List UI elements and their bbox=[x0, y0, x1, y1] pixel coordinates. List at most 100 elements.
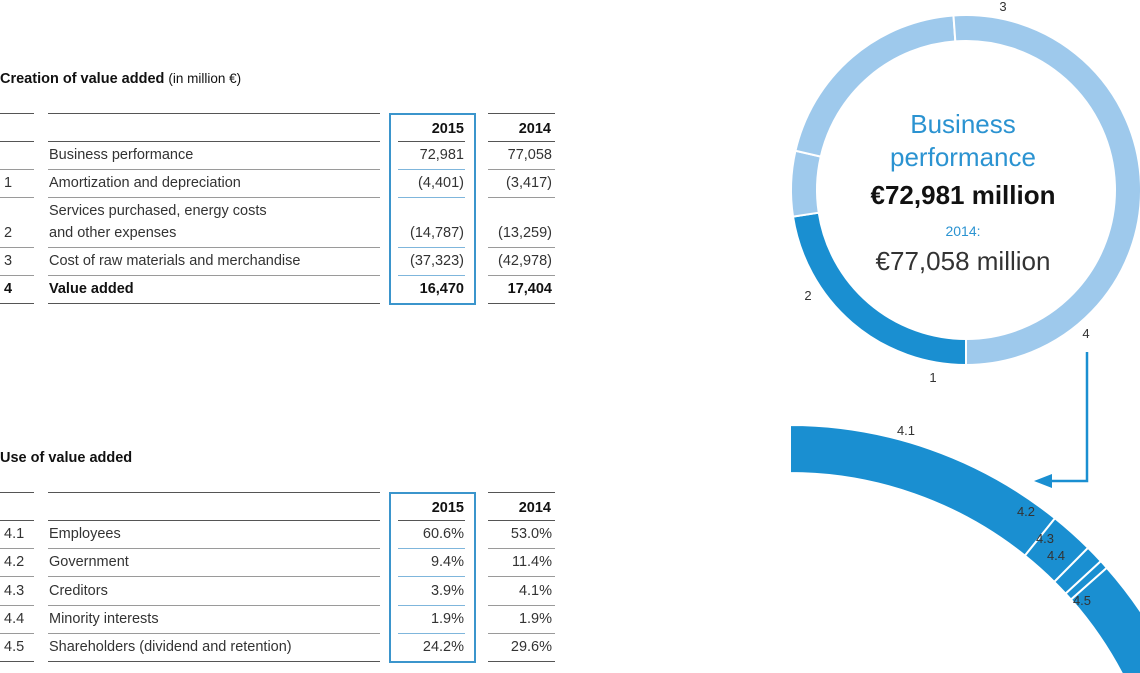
use-row-rule-label bbox=[48, 605, 380, 606]
use-row-code: 4.4 bbox=[4, 611, 25, 627]
creation-row-2014: (3,417) bbox=[506, 175, 552, 191]
use-row-rule-2014 bbox=[488, 633, 555, 634]
donut-center-text: Business performance €72,981 million 201… bbox=[871, 109, 1056, 276]
creation-row-label: Amortization and depreciation bbox=[49, 175, 241, 191]
center-line1: Business bbox=[910, 109, 1016, 139]
value-tables: 2015 2014 Business performance 72,981 77,058… bbox=[0, 0, 560, 673]
creation-row-rule-2015 bbox=[398, 303, 465, 304]
use-row-2014: 1.9% bbox=[518, 611, 552, 627]
use-row-rule-2015 bbox=[398, 605, 465, 606]
use-row-rule-2015 bbox=[398, 661, 465, 662]
value-added-chart: 4 1 2 3 4.1 4.24.3 4.4 4.5 Business performanc… bbox=[789, 0, 1140, 673]
use-row-rule-label bbox=[48, 661, 380, 662]
ring-slice-label-4-5: 4.5 bbox=[1073, 593, 1091, 608]
creation-row-2015: (14,787) bbox=[409, 225, 464, 241]
use-row-rule-2014 bbox=[488, 661, 555, 662]
creation-2015-highlight bbox=[389, 113, 476, 305]
creation-row-2015: (37,323) bbox=[409, 253, 464, 269]
creation-row-code: 4 bbox=[4, 281, 13, 297]
use-row-rule-2015 bbox=[398, 633, 465, 634]
use-row-2014: 11.4% bbox=[511, 554, 552, 570]
use-2015-highlight bbox=[389, 492, 476, 663]
creation-header-rule-label bbox=[48, 141, 380, 142]
creation-top-rule-code bbox=[0, 113, 34, 114]
creation-row-rule-2014 bbox=[488, 275, 555, 276]
use-row-rule-code bbox=[0, 576, 34, 577]
creation-row-rule-label bbox=[48, 247, 380, 248]
creation-header-rule-code bbox=[0, 141, 34, 142]
use-row-2014: 4.1% bbox=[518, 583, 552, 599]
center-prior-label: 2014: bbox=[945, 223, 980, 239]
creation-row-code: 1 bbox=[4, 175, 13, 191]
use-row-rule-2014 bbox=[488, 576, 555, 577]
creation-row-rule-2015 bbox=[398, 275, 465, 276]
use-header-2014: 2014 bbox=[518, 500, 551, 516]
creation-row-rule-code bbox=[0, 247, 34, 248]
creation-row-code: 3 bbox=[4, 253, 13, 269]
connector-line bbox=[1050, 352, 1089, 483]
creation-row-2014: (42,978) bbox=[497, 253, 552, 269]
creation-header-2014: 2014 bbox=[518, 121, 551, 137]
ring-slice-4-1 bbox=[789, 423, 1057, 558]
creation-row-2014: (13,259) bbox=[497, 225, 552, 241]
donut-slice-1 bbox=[790, 149, 822, 218]
arrow-head-icon bbox=[1034, 474, 1052, 488]
creation-row-rule-code bbox=[0, 303, 34, 304]
use-row-rule-2015 bbox=[398, 548, 465, 549]
donut-slice-4 bbox=[791, 211, 967, 367]
creation-row-2015: (4,401) bbox=[418, 175, 464, 191]
use-row-code: 4.2 bbox=[4, 554, 25, 570]
creation-row-rule-2014 bbox=[488, 197, 555, 198]
use-row-rule-label bbox=[48, 548, 380, 549]
use-row-label: Government bbox=[49, 554, 129, 570]
ring-slice-label-4-2: 4.2 bbox=[1017, 504, 1035, 519]
creation-row-2015: 16,470 bbox=[419, 281, 464, 297]
use-row-rule-code bbox=[0, 605, 34, 606]
use-top-rule-label bbox=[48, 492, 380, 493]
use-header-rule-code bbox=[0, 520, 34, 521]
creation-title: Creation of value added (in million €) bbox=[0, 71, 241, 87]
creation-header-rule-2014 bbox=[488, 141, 555, 142]
donut-slice-3 bbox=[952, 14, 1140, 367]
creation-row-rule-2014 bbox=[488, 303, 555, 304]
creation-row-code: 2 bbox=[4, 225, 13, 241]
use-row-2015: 3.9% bbox=[430, 583, 464, 599]
creation-row-rule-code bbox=[0, 275, 34, 276]
creation-row-label: Value added bbox=[49, 281, 134, 297]
use-top-rule-2014 bbox=[488, 492, 555, 493]
creation-row-label: Services purchased, energy costs bbox=[49, 203, 267, 219]
use-row-rule-2014 bbox=[488, 605, 555, 606]
creation-header-rule-2015 bbox=[398, 141, 465, 142]
center-line2: performance bbox=[890, 142, 1036, 172]
use-header-rule-2014 bbox=[488, 520, 555, 521]
use-row-label: Minority interests bbox=[49, 611, 159, 627]
use-row-rule-code bbox=[0, 548, 34, 549]
use-row-rule-2015 bbox=[398, 576, 465, 577]
use-row-rule-code bbox=[0, 633, 34, 634]
creation-unit: (in million €) bbox=[168, 71, 242, 86]
creation-row-2015: 72,981 bbox=[419, 147, 464, 163]
creation-row-rule-2015 bbox=[398, 197, 465, 198]
creation-row-label: Business performance bbox=[49, 147, 194, 163]
creation-row-rule-label bbox=[48, 197, 380, 198]
creation-header-2015: 2015 bbox=[431, 121, 464, 137]
use-row-rule-label bbox=[48, 576, 380, 577]
use-row-rule-2014 bbox=[488, 548, 555, 549]
use-row-rule-code bbox=[0, 661, 34, 662]
donut-slice-label-3: 3 bbox=[999, 0, 1006, 14]
use-row-code: 4.1 bbox=[4, 526, 25, 542]
ring-slice-label-4-4: 4.4 bbox=[1047, 548, 1065, 563]
use-row-2014: 29.6% bbox=[510, 639, 552, 655]
use-row-2015: 60.6% bbox=[422, 526, 464, 542]
creation-row-2014: 77,058 bbox=[507, 147, 552, 163]
donut-slice-label-4: 4 bbox=[1082, 326, 1089, 341]
creation-top-rule-2014 bbox=[488, 113, 555, 114]
ring-slice-4-5 bbox=[1069, 566, 1140, 673]
creation-row-rule-label bbox=[48, 275, 380, 276]
use-header-2015: 2015 bbox=[431, 500, 464, 516]
use-row-label: Creditors bbox=[49, 583, 108, 599]
creation-top-rule-label bbox=[48, 113, 380, 114]
creation-title-text: Creation of value added bbox=[0, 71, 165, 87]
use-title-text: Use of value added bbox=[0, 450, 133, 466]
use-of-value-added-arc: 4.1 4.24.3 4.4 4.5 bbox=[789, 423, 1140, 673]
